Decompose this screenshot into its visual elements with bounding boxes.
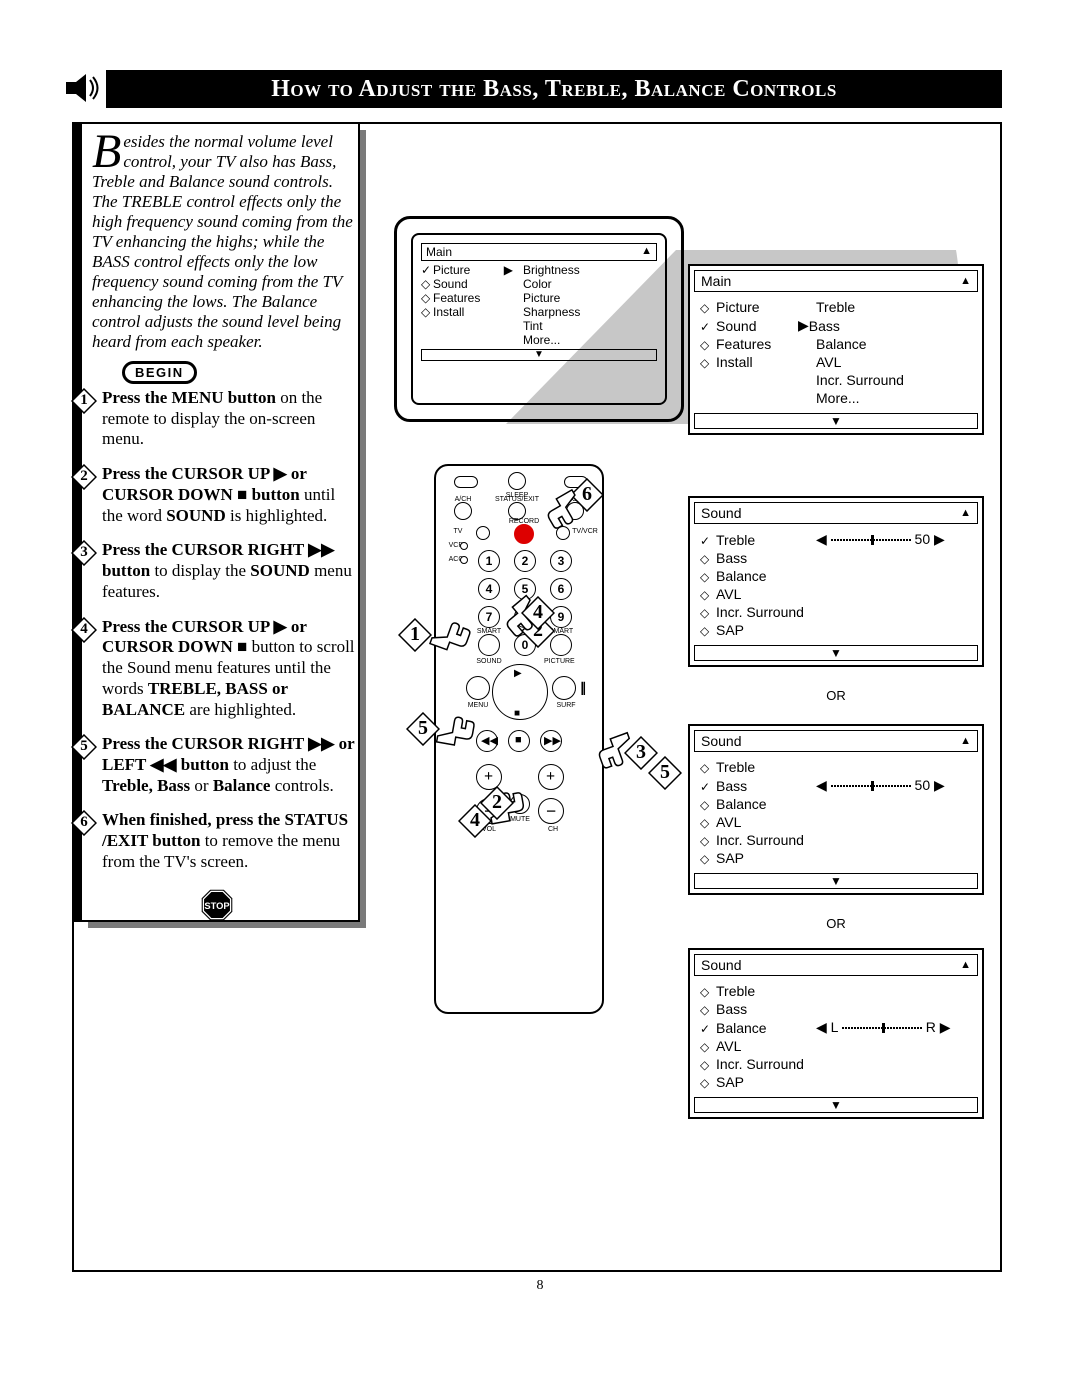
osd-row: Balance	[700, 567, 972, 585]
hand-icon	[433, 712, 489, 760]
step-marker-2: 2	[71, 464, 97, 490]
tv-frame: Main ▲ ✓Picture▶Brightness◇SoundColor◇Fe…	[394, 216, 684, 422]
remote-button[interactable]	[460, 542, 468, 550]
up-arrow-icon: ▲	[641, 245, 652, 259]
remote-digit-4[interactable]: 4	[478, 578, 500, 600]
osd-menu-0: Main▲ PictureTrebleSound▶BassFeaturesBal…	[688, 264, 984, 435]
step-marker-5: 5	[71, 734, 97, 760]
osd-footer: ▼	[694, 645, 978, 661]
osd-title: Sound▲	[694, 954, 978, 976]
osd-row: FeaturesBalance	[700, 335, 972, 353]
remote-button[interactable]	[454, 476, 478, 488]
remote-button[interactable]	[476, 526, 490, 540]
osd-menu-3: Sound▲ TrebleBassBalance◀ L R ▶AVLIncr. …	[688, 948, 984, 1119]
osd-row: AVL	[700, 585, 972, 603]
osd-footer: ▼	[694, 1097, 978, 1113]
tv-osd: Main ▲ ✓Picture▶Brightness◇SoundColor◇Fe…	[421, 243, 657, 361]
remote-button[interactable]	[466, 676, 490, 700]
remote-button[interactable]	[454, 502, 472, 520]
osd-row: AVL	[700, 1037, 972, 1055]
osd-row: PictureTreble	[700, 298, 972, 316]
osd-row: Bass	[700, 1000, 972, 1018]
svg-text:STOP: STOP	[204, 901, 229, 911]
begin-badge: BEGIN	[122, 361, 197, 384]
osd-title: Main▲	[694, 270, 978, 292]
step-5: 5Press the CURSOR RIGHT ▶▶ or LEFT ◀◀ bu…	[74, 734, 360, 796]
step-2: 2Press the CURSOR UP ▶ or CURSOR DOWN ■ …	[74, 464, 360, 526]
osd-row: SAP	[700, 1073, 972, 1091]
osd-row: Balance	[700, 795, 972, 813]
intro-text: B esides the normal volume level control…	[88, 128, 358, 388]
remote-button[interactable]	[514, 524, 534, 544]
osd-row: Treble◀ 50 ▶	[700, 530, 972, 549]
osd-title: Sound▲	[694, 502, 978, 524]
osd-row: AVL	[700, 813, 972, 831]
osd-row: Bass◀ 50 ▶	[700, 776, 972, 795]
step-marker-4: 4	[71, 617, 97, 643]
osd-row: Treble	[700, 982, 972, 1000]
osd-row: Balance◀ L R ▶	[700, 1018, 972, 1037]
intro-body: esides the normal volume level control, …	[92, 132, 353, 351]
tv-screen: Main ▲ ✓Picture▶Brightness◇SoundColor◇Fe…	[411, 233, 667, 405]
step-4: 4Press the CURSOR UP ▶ or CURSOR DOWN ■ …	[74, 617, 360, 721]
osd-title: Sound▲	[694, 730, 978, 752]
pointer-2: 2	[480, 786, 514, 820]
osd-row: Bass	[700, 549, 972, 567]
osd-row: Incr. Surround	[700, 371, 972, 389]
osd-footer: ▼	[694, 413, 978, 429]
remote-button[interactable]	[552, 676, 576, 700]
step-1: 1Press the MENU button on the remote to …	[74, 388, 360, 450]
step-3: 3Press the CURSOR RIGHT ▶▶ button to dis…	[74, 540, 360, 602]
osd-row: Incr. Surround	[700, 1055, 972, 1073]
stop-badge: STOP	[200, 888, 234, 922]
tv-osd-footer: ▼	[421, 349, 657, 361]
page-number: 8	[0, 1278, 1080, 1294]
osd-menu-1: Sound▲ Treble◀ 50 ▶BassBalanceAVLIncr. S…	[688, 496, 984, 667]
osd-row: Incr. Surround	[700, 603, 972, 621]
osd-row: More...	[700, 389, 972, 407]
page-title: How to Adjust the Bass, Treble, Balance …	[106, 70, 1002, 108]
osd-row: SAP	[700, 849, 972, 867]
remote-digit-2[interactable]: 2	[514, 550, 536, 572]
sound-icon	[62, 68, 102, 108]
pointer-5: 5	[648, 756, 682, 790]
osd-row: Treble	[700, 758, 972, 776]
or-label: OR	[688, 916, 984, 931]
remote-digit-3[interactable]: 3	[550, 550, 572, 572]
intro-divider-right-shadow	[360, 130, 366, 928]
remote-digit-1[interactable]: 1	[478, 550, 500, 572]
osd-row: SAP	[700, 621, 972, 639]
steps-list: 1Press the MENU button on the remote to …	[74, 388, 360, 887]
remote-button[interactable]	[460, 556, 468, 564]
remote-button[interactable]	[508, 472, 526, 490]
intro-divider-shadow	[88, 922, 366, 928]
or-label: OR	[688, 688, 984, 703]
osd-row: Incr. Surround	[700, 831, 972, 849]
tv-osd-title: Main	[426, 245, 452, 259]
osd-row: Sound▶Bass	[700, 316, 972, 335]
osd-menu-2: Sound▲ TrebleBass◀ 50 ▶BalanceAVLIncr. S…	[688, 724, 984, 895]
osd-row: InstallAVL	[700, 353, 972, 371]
pointer-4: 4	[521, 596, 555, 630]
step-6: 6When finished, press the STATUS /EXIT b…	[74, 810, 360, 872]
step-marker-3: 3	[71, 540, 97, 566]
step-marker-6: 6	[71, 810, 97, 836]
intro-dropcap: B	[92, 134, 123, 170]
step-marker-1: 1	[71, 388, 97, 414]
osd-footer: ▼	[694, 873, 978, 889]
